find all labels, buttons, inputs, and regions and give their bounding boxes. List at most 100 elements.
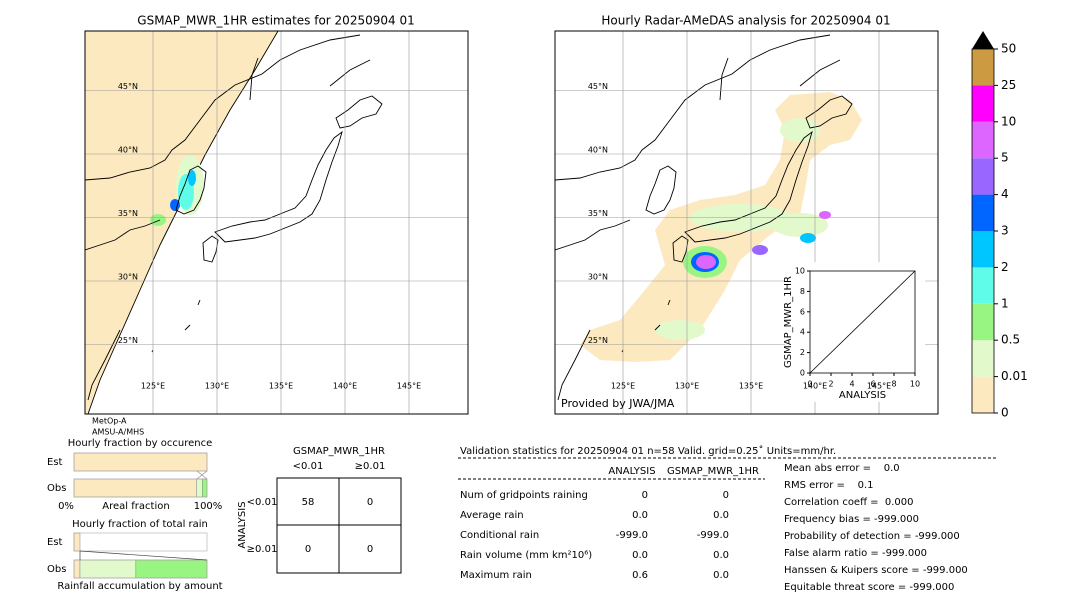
rain-field [555,34,862,401]
x-tick-label: 6 [870,380,875,389]
stat-label: Maximum rain [460,570,532,581]
panel-title: Hourly fraction by occurence [68,438,212,449]
colorbar-segment [972,303,994,341]
sensor: AMSU-A/MHS [92,428,144,437]
stat-value: 0.0 [632,510,648,521]
stat-value: -999.0 [697,530,729,541]
rain-area [772,213,828,237]
y-tick-label: 10 [795,267,805,276]
stat-value: 0.0 [632,550,648,561]
row-label: ≥0.01 [247,544,278,555]
stat-value: 0 [723,490,729,501]
x-tick-label: 4 [849,380,854,389]
x-axis-label: Rainfall accumulation by amount [57,581,222,592]
colorbar-segment [972,121,994,159]
table-cell: 0 [367,544,373,555]
map-title: GSMAP_MWR_1HR estimates for 20250904 01 [137,14,414,28]
colorbar-segment [972,49,994,86]
colorbar-segment [972,194,994,231]
fraction-bar [79,559,137,579]
fraction-panels: Hourly fraction by occurence Est Obs 0% 100%… [47,438,223,592]
diagonal [809,270,916,374]
colorbar-extend [972,31,994,49]
table-cell: 0 [305,544,311,555]
colorbar-label: 0.01 [1001,369,1028,383]
y-tick-label: 0 [800,369,805,378]
no-rain-area [85,31,278,414]
row-label: <0.01 [247,497,278,508]
row-label: Obs [47,564,66,575]
satellite: MetOp-A [92,417,127,426]
stat-value: 0.0 [713,570,729,581]
panel-title: Hourly fraction of total rain [72,519,208,530]
stat-label: Average rain [460,510,524,521]
stat-value: 0.0 [713,550,729,561]
lat-label: 40°N [588,146,608,155]
fraction-bar [73,478,197,498]
rain-area [655,320,705,340]
score: False alarm ratio = -999.000 [784,548,927,559]
x-axis-label: Areal fraction [102,501,169,512]
map-frame [554,30,939,415]
colorbar-label: 10 [1001,114,1016,128]
y-tick-label: 6 [800,307,805,316]
lat-label: 25°N [118,336,138,345]
rain-area [819,211,831,219]
row-label: Est [47,457,63,468]
rain-area [800,233,816,243]
colorbar-segment [972,231,994,268]
score: Mean abs error = 0.0 [784,463,900,474]
lon-label: 130°E [675,382,699,391]
column-label: ≥0.01 [355,461,386,472]
x-tick-label: 0% [58,501,74,512]
lon-label: 130°E [205,382,229,391]
x-tick-label: 8 [891,380,896,389]
colorbar-label: 2 [1001,260,1009,274]
map-estimates [85,31,383,414]
lat-label: 35°N [118,209,138,218]
swath-edge [87,31,279,414]
colorbar: 0 0.01 0.5 1 2 3 4 5 10 25 50 [971,31,1028,420]
stat-value: 0 [642,490,648,501]
map-title: Hourly Radar-AMeDAS analysis for 2025090… [601,14,890,28]
map-grid [85,31,468,414]
colorbar-label: 5 [1001,151,1009,165]
bar-frame [73,532,208,552]
rain-area [150,214,166,226]
colorbar-label: 25 [1001,78,1016,92]
rain-area [188,170,196,186]
colorbar-label: 4 [1001,187,1009,201]
map-frame [84,30,469,415]
colorbar-segment [972,85,994,122]
colorbar-segment [972,340,994,377]
score: Frequency bias = -999.000 [784,514,919,525]
x-tick-label: 10 [910,380,920,389]
lat-label: 45°N [588,82,608,91]
lon-label: 140°E [803,382,827,391]
bar-frame [73,478,208,498]
colorbar-label: 0 [1001,406,1009,420]
rain-area [170,199,180,211]
lon-label: 145°E [397,382,421,391]
map-analysis [555,34,862,401]
row-title: ANALYSIS [237,501,248,548]
row-label: Est [47,537,63,548]
stat-value: -999.0 [616,530,648,541]
fraction-bar [73,559,81,579]
contingency-table: GSMAP_MWR_1HR<0.01 ≥0.01ANALYSIS<0.01≥0.0… [237,446,402,574]
validation-stats: Validation statistics for 20250904 01 n=… [458,445,996,593]
colorbar-segment [972,158,994,195]
score: RMS error = 0.1 [784,480,874,491]
x-tick-label: 100% [194,501,223,512]
fraction-bar [73,452,208,472]
y-axis-label: GSMAP_MWR_1HR [783,276,794,368]
column-label: <0.01 [293,461,324,472]
lat-label: 30°N [118,273,138,282]
lon-label: 125°E [141,382,165,391]
x-tick-label: 0 [807,380,812,389]
colorbar-label: 3 [1001,224,1009,238]
stat-value: 0.6 [632,570,648,581]
bar-frame [73,452,208,472]
colorbar-label: 50 [1001,42,1016,56]
connector [79,550,208,561]
